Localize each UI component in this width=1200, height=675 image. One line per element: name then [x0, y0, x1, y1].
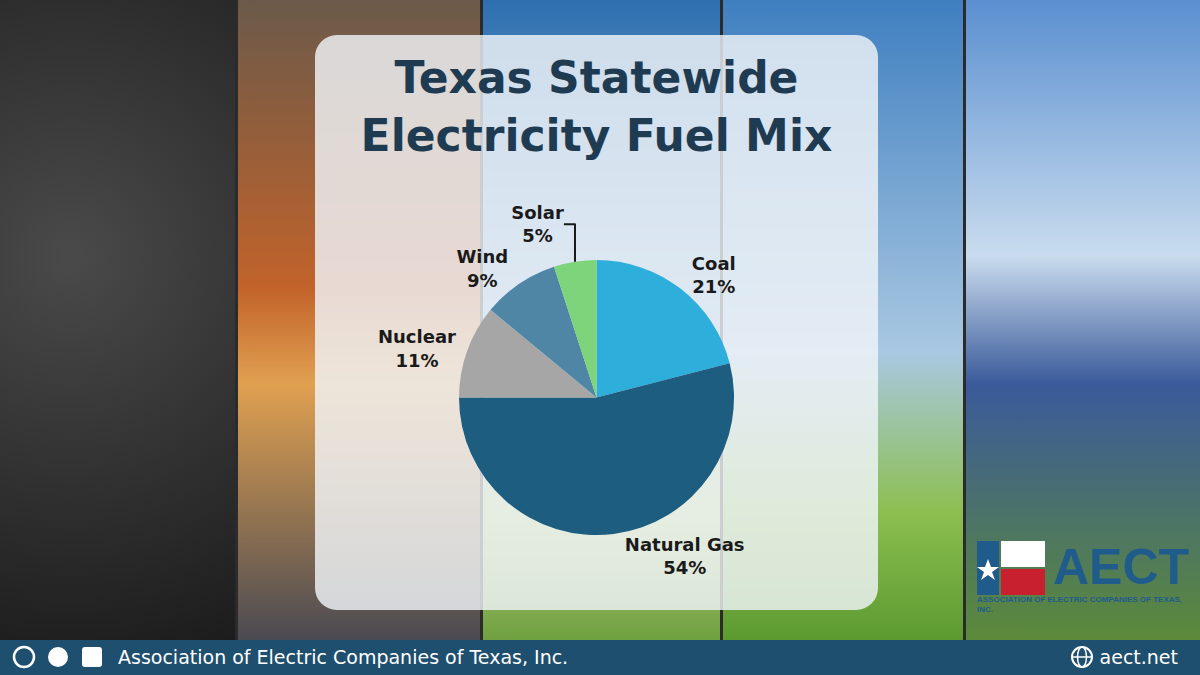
- svg-text:Natural Gas54%: Natural Gas54%: [625, 534, 745, 578]
- html-text:aect.net: aect.net: [1099, 646, 1178, 668]
- html-text:Association of Electric Compan: Association of Electric Companies of Tex…: [118, 646, 569, 668]
- html-text:Texas Statewide Electricity Fu: Texas Statewide Electricity Fuel Mix: [360, 52, 833, 161]
- svg-text:Wind9%: Wind9%: [456, 246, 508, 290]
- svg-text:Nuclear11%: Nuclear11%: [378, 326, 456, 370]
- svg-text:Solar5%: Solar5%: [511, 202, 564, 246]
- html-text:ASSOCIATION OF ELECTRIC COMPAN: ASSOCIATION OF ELECTRIC COMPANIES OF TEX…: [977, 595, 1182, 614]
- html-text:AECT: AECT: [1053, 539, 1190, 595]
- svg-text:Coal21%: Coal21%: [692, 253, 736, 297]
